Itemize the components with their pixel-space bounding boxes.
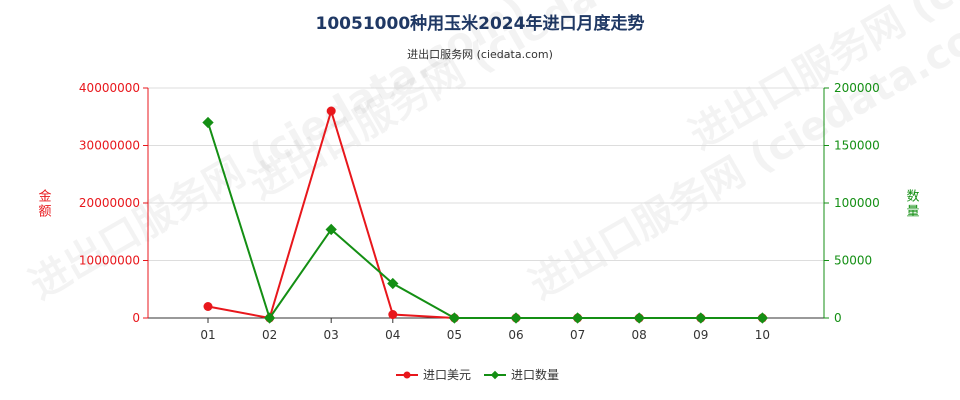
x-tick-label: 03 bbox=[324, 328, 339, 342]
data-point bbox=[326, 106, 336, 116]
x-tick-label: 06 bbox=[508, 328, 523, 342]
data-point bbox=[633, 312, 645, 324]
left-tick-label: 30000000 bbox=[79, 139, 140, 153]
left-tick-label: 10000000 bbox=[79, 254, 140, 268]
data-point bbox=[202, 116, 214, 129]
right-tick-label: 200000 bbox=[834, 81, 880, 95]
legend-marker bbox=[490, 370, 500, 380]
left-tick-label: 40000000 bbox=[79, 81, 140, 95]
x-tick-label: 08 bbox=[632, 328, 647, 342]
right-axis-title: 数量 bbox=[906, 190, 919, 220]
series-line bbox=[207, 122, 763, 321]
x-tick-label: 07 bbox=[570, 328, 585, 342]
x-tick-label: 04 bbox=[385, 328, 400, 342]
axis-label-char: 量 bbox=[906, 205, 919, 220]
watermark-layer: 进出口服务网 (ciedata.com)进出口服务网 (ciedata.com)… bbox=[22, 0, 960, 309]
right-tick-label: 0 bbox=[834, 311, 842, 325]
x-tick-label: 02 bbox=[262, 328, 277, 342]
axis-label-char: 额 bbox=[38, 205, 51, 220]
data-point bbox=[388, 310, 398, 320]
data-point bbox=[756, 312, 769, 324]
data-point bbox=[387, 277, 399, 290]
axis-label-char: 数 bbox=[906, 190, 919, 205]
x-tick-label: 09 bbox=[693, 328, 708, 342]
left-tick-label: 0 bbox=[132, 311, 140, 325]
x-tick-label: 05 bbox=[447, 328, 462, 342]
data-point bbox=[325, 223, 337, 236]
data-point bbox=[448, 312, 461, 324]
left-axis-title: 金额 bbox=[38, 189, 51, 220]
legend-label: 进口美元 bbox=[423, 368, 471, 382]
x-tick-label: 10 bbox=[755, 328, 770, 342]
right-tick-label: 100000 bbox=[834, 196, 880, 210]
left-tick-label: 20000000 bbox=[79, 196, 140, 210]
data-point bbox=[203, 302, 213, 311]
legend-label: 进口数量 bbox=[511, 367, 559, 382]
legend-item: 进口美元 bbox=[396, 368, 471, 382]
legend-marker bbox=[403, 371, 411, 379]
data-point bbox=[263, 312, 276, 324]
chart-title: 10051000种用玉米2024年进口月度走势 bbox=[315, 14, 645, 34]
legend: 进口美元 进口数量 bbox=[396, 367, 559, 382]
axis-label-char: 金 bbox=[38, 189, 51, 205]
legend-item: 进口数量 bbox=[484, 367, 559, 382]
chart-subtitle: 进出口服务网 (ciedata.com) bbox=[407, 48, 553, 61]
right-tick-label: 150000 bbox=[834, 139, 880, 153]
data-point bbox=[695, 312, 707, 324]
x-tick-label: 01 bbox=[200, 328, 215, 342]
right-tick-label: 50000 bbox=[834, 254, 872, 268]
data-point bbox=[510, 312, 522, 324]
data-point bbox=[571, 312, 584, 324]
